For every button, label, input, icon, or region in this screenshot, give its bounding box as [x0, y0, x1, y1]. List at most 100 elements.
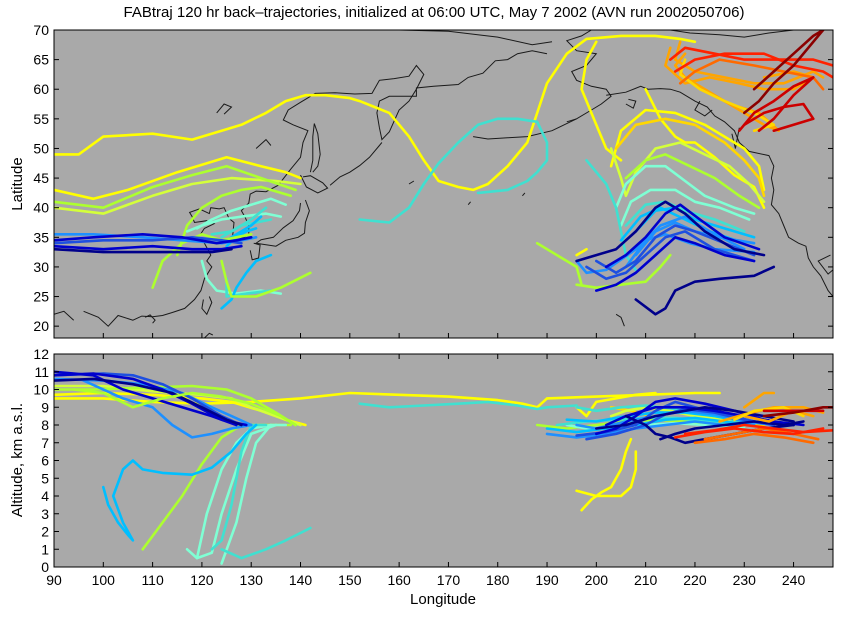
map-ytick-label: 20	[33, 318, 49, 334]
altitude-ytick-label: 4	[41, 488, 49, 504]
altitude-trajectory-41	[743, 409, 815, 423]
map-trajectory-44	[575, 200, 766, 263]
altitude-x-ticks: 90 100 110 120 130 140 150 160 170 180 190 200 210 22…	[46, 333, 805, 588]
altitude-ytick-label: 7	[41, 435, 49, 451]
map-trajectory-4	[54, 176, 302, 215]
map-y-axis-label: Latitude	[9, 157, 26, 210]
map-trajectory-27	[609, 108, 766, 192]
map-trajectory-6	[176, 185, 292, 257]
map-trajectory-49	[678, 58, 776, 132]
altitude-panel	[54, 354, 833, 567]
altitude-xtick-label: 210	[634, 572, 658, 588]
map-trajectory-56	[752, 30, 825, 91]
map-trajectory-24	[575, 253, 672, 289]
map-trajectory-25	[575, 247, 588, 257]
map-trajectory-32	[619, 188, 751, 227]
map-trajectory-31	[614, 164, 756, 215]
altitude-trajectory-16	[54, 370, 238, 427]
altitude-xtick-label: 100	[92, 572, 116, 588]
altitude-ytick-label: 0	[41, 559, 49, 575]
map-y-ticks: 20 25 30 35 40 45 50 55 60 65 70	[33, 22, 833, 334]
altitude-xtick-label: 110	[141, 572, 164, 588]
altitude-ytick-label: 11	[34, 364, 49, 380]
map-trajectory-22	[220, 259, 312, 298]
x-axis-label: Longitude	[410, 591, 476, 608]
map-trajectory-20	[225, 277, 273, 298]
map-trajectory-23	[535, 241, 583, 286]
map-trajectory-7	[195, 197, 287, 230]
map-trajectory-39	[575, 215, 746, 275]
map-trajectory-16	[54, 244, 243, 251]
map-panel	[54, 30, 833, 338]
altitude-trajectory-10	[210, 423, 268, 551]
map-trajectory-8	[185, 212, 283, 233]
coastline-24	[522, 192, 526, 197]
coastline-4	[204, 332, 214, 338]
altitude-ytick-label: 9	[41, 399, 49, 415]
map-trajectory-33	[585, 159, 638, 272]
map-trajectory-51	[673, 52, 833, 79]
altitude-trajectory-29	[565, 411, 746, 423]
altitude-ytick-label: 6	[41, 453, 49, 469]
altitude-trajectory-18	[72, 388, 297, 427]
map-ytick-label: 30	[33, 259, 49, 275]
altitude-ytick-label: 12	[33, 346, 49, 362]
altitude-trajectory-19	[580, 437, 633, 512]
map-trajectory-5	[54, 164, 297, 209]
coastline-19	[54, 310, 75, 321]
coastlines	[54, 30, 833, 338]
map-trajectory-53	[738, 76, 815, 132]
coastline-11	[606, 85, 833, 297]
map-ytick-label: 35	[33, 229, 49, 245]
map-trajectory-43	[634, 265, 776, 316]
altitude-xtick-label: 90	[46, 572, 62, 588]
map-trajectory-28	[614, 117, 766, 198]
coastline-14	[625, 98, 637, 109]
map-ytick-label: 55	[33, 111, 49, 127]
map-trajectory-18	[54, 247, 233, 254]
altitude-xtick-label: 200	[585, 572, 609, 588]
coastline-20	[216, 103, 233, 115]
altitude-xtick-label: 220	[683, 572, 707, 588]
altitude-trajectory-38	[659, 420, 805, 441]
altitude-ytick-label: 10	[33, 382, 49, 398]
map-trajectory-17	[54, 233, 253, 245]
altitude-trajectory-1	[358, 400, 578, 411]
altitude-xtick-label: 230	[733, 572, 757, 588]
map-trajectory-42	[595, 236, 756, 292]
altitude-xtick-label: 240	[782, 572, 806, 588]
altitude-trajectory-20	[575, 450, 638, 498]
map-trajectory-2	[358, 117, 549, 224]
altitude-trajectory-8	[220, 423, 273, 565]
altitude-xtick-label: 160	[387, 572, 411, 588]
map-trajectory-0	[54, 34, 697, 192]
map-ytick-label: 60	[33, 81, 49, 97]
altitude-trajectory-21	[575, 391, 657, 418]
coastline-2	[249, 242, 261, 261]
altitude-trajectory-11	[102, 423, 258, 542]
altitude-trajectory-0	[54, 391, 721, 409]
map-trajectory-30	[624, 153, 761, 209]
coastline-10	[473, 118, 577, 140]
map-trajectories	[54, 30, 833, 316]
map-ytick-label: 25	[33, 289, 49, 305]
map-trajectory-10	[220, 206, 268, 239]
altitude-trajectory-17	[54, 377, 243, 427]
map-frame	[53, 29, 834, 339]
coastline-21	[255, 138, 272, 149]
coastline-3	[201, 296, 213, 316]
altitude-trajectories	[54, 370, 833, 565]
altitude-trajectory-39	[743, 391, 776, 409]
map-ytick-label: 40	[33, 200, 49, 216]
map-trajectory-45	[604, 203, 761, 269]
chart-title: FABtraj 120 hr back–trajectories, initia…	[123, 4, 745, 21]
coastline-16	[615, 313, 625, 327]
coastline-23	[467, 201, 471, 206]
coastline-6	[83, 50, 548, 327]
altitude-ytick-label: 2	[41, 524, 49, 540]
altitude-xtick-label: 140	[289, 572, 313, 588]
coastline-8	[329, 142, 383, 186]
altitude-y-axis-label: Altitude, km a.s.l.	[9, 403, 26, 517]
